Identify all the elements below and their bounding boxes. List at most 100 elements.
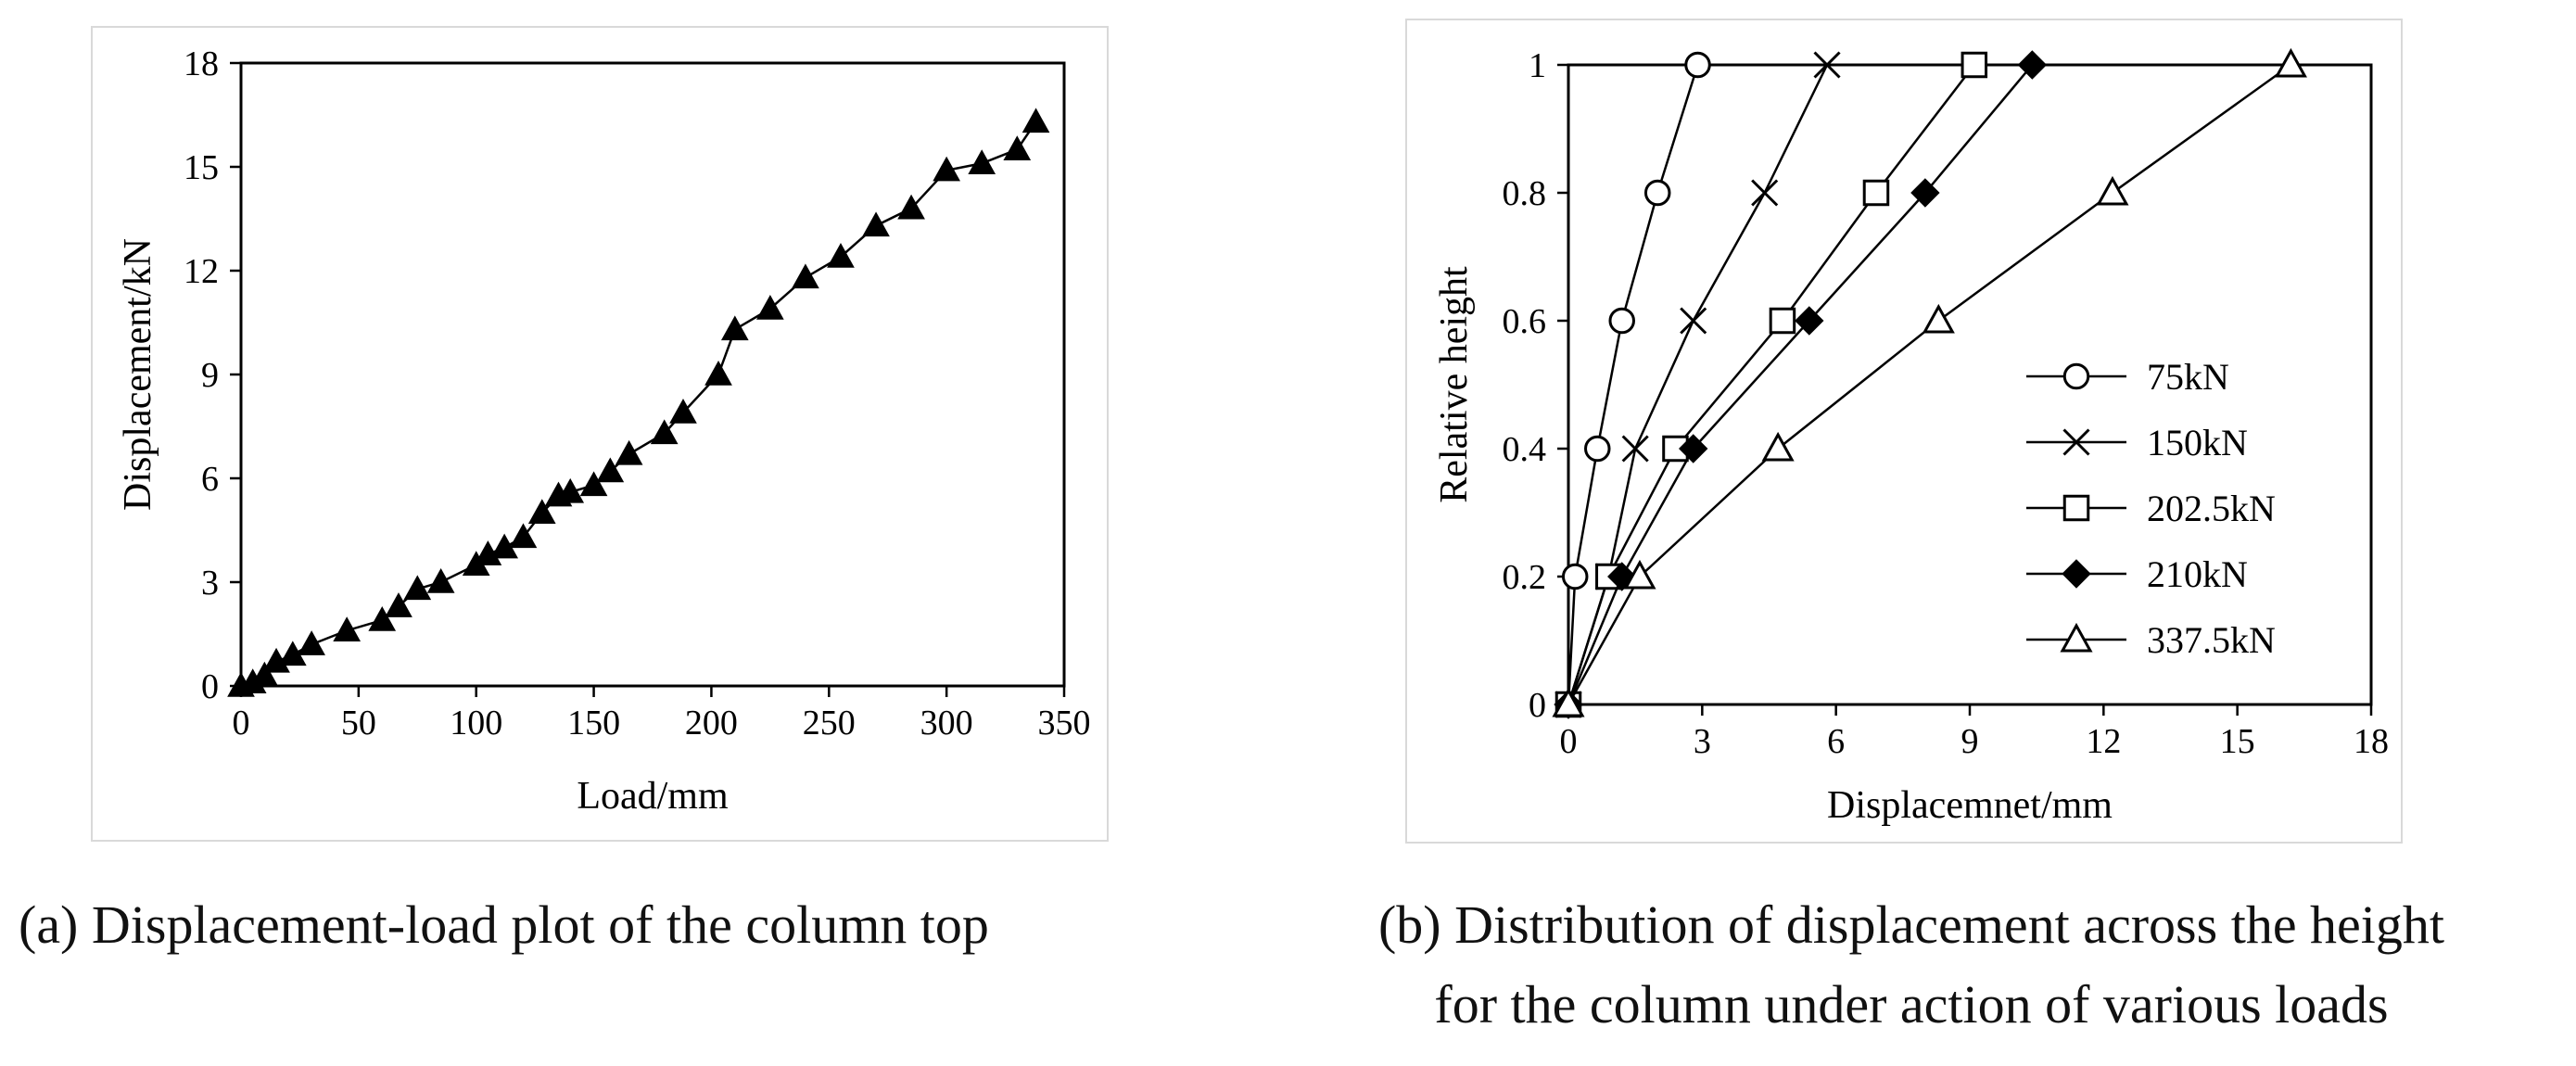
series-line bbox=[1567, 64, 1699, 705]
y-axis-label: Displacement/kN bbox=[117, 238, 159, 511]
chart-b-svg: 0 3 6 9 12 15 18 0 0.2 0.4 0.6 0.8 1 Displacemnet/mm R… bbox=[1433, 46, 2389, 827]
data-point bbox=[1643, 179, 1671, 207]
data-point bbox=[862, 211, 890, 237]
data-point bbox=[1769, 307, 1796, 335]
x-tick-label: 300 bbox=[920, 704, 973, 742]
data-point bbox=[968, 149, 996, 174]
series-line bbox=[1567, 64, 1829, 705]
x-tick-label: 15 bbox=[2220, 722, 2255, 761]
plot-frame bbox=[1567, 63, 2373, 706]
data-point bbox=[1584, 435, 1611, 463]
data-point bbox=[1679, 434, 1708, 463]
data-point bbox=[1761, 431, 1795, 462]
x-tick-label: 9 bbox=[1961, 722, 1979, 761]
data-point bbox=[509, 523, 538, 549]
legend-marker bbox=[2062, 428, 2090, 456]
legend-marker bbox=[2060, 622, 2093, 653]
y-tick-label: 0.6 bbox=[1503, 302, 1547, 341]
data-point bbox=[2274, 47, 2307, 78]
series-line bbox=[1567, 64, 2034, 705]
series-line bbox=[1567, 64, 1975, 705]
data-point bbox=[403, 575, 432, 601]
data-point bbox=[720, 315, 749, 341]
data-point bbox=[333, 616, 362, 641]
y-tick-label: 0 bbox=[1529, 686, 1546, 725]
x-axis-label: Load/mm bbox=[577, 775, 729, 818]
legend-label: 210kN bbox=[2147, 553, 2248, 595]
x-tick-label: 100 bbox=[450, 704, 502, 742]
legend-marker bbox=[2062, 362, 2090, 390]
y-tick-label: 12 bbox=[184, 252, 219, 291]
x-axis-label: Displacemnet/mm bbox=[1827, 784, 2113, 827]
legend-marker bbox=[2062, 494, 2090, 522]
y-tick-label: 15 bbox=[184, 148, 219, 187]
data-point bbox=[933, 156, 960, 182]
data-point bbox=[897, 194, 925, 220]
data-point bbox=[579, 471, 608, 497]
x-tick-label: 0 bbox=[233, 704, 250, 742]
series-0 bbox=[227, 108, 1050, 697]
data-point bbox=[650, 419, 679, 445]
series-202-5kn bbox=[1554, 51, 1988, 718]
legend-label: 337.5kN bbox=[2147, 619, 2276, 661]
series-210kn bbox=[1554, 50, 2048, 719]
data-point bbox=[1751, 179, 1779, 207]
data-point bbox=[1961, 51, 1988, 79]
y-tick-label: 6 bbox=[201, 460, 219, 499]
series-75kn bbox=[1554, 51, 1711, 718]
data-point bbox=[1623, 559, 1656, 590]
x-tick-label: 3 bbox=[1694, 722, 1711, 761]
x-tick-label: 18 bbox=[2354, 722, 2389, 761]
caption-b-line1: (b) Distribution of displacement across … bbox=[1377, 895, 2445, 955]
legend-marker bbox=[2062, 559, 2091, 589]
data-point bbox=[250, 661, 279, 687]
y-tick-label: 1 bbox=[1529, 46, 1546, 85]
x-tick-label: 250 bbox=[803, 704, 856, 742]
chart-a-svg: 0 50 100 150 200 250 300 350 0 3 6 9 12 15 18 Load/mm Di… bbox=[117, 44, 1091, 818]
data-point bbox=[556, 477, 585, 503]
legend-label: 150kN bbox=[2147, 422, 2248, 463]
data-point bbox=[669, 399, 697, 424]
y-tick-label: 0.8 bbox=[1503, 174, 1547, 213]
data-point bbox=[1680, 307, 1707, 335]
series-337-5kn bbox=[1552, 47, 2307, 717]
plot-frame bbox=[239, 61, 1066, 688]
data-point bbox=[368, 606, 397, 631]
chart-panel-a: 0 50 100 150 200 250 300 350 0 3 6 9 12 15 18 Load/mm Di… bbox=[91, 26, 1109, 842]
data-point bbox=[1621, 435, 1649, 463]
data-point bbox=[298, 630, 325, 655]
chart-panel-b: 0 3 6 9 12 15 18 0 0.2 0.4 0.6 0.8 1 Displacemnet/mm R… bbox=[1405, 19, 2403, 844]
data-point bbox=[792, 263, 819, 289]
data-point bbox=[385, 592, 412, 617]
series-150kn bbox=[1554, 51, 1841, 718]
y-tick-label: 0.4 bbox=[1503, 430, 1547, 469]
data-point bbox=[1561, 563, 1589, 590]
y-tick-label: 3 bbox=[201, 564, 219, 603]
data-point bbox=[426, 567, 455, 593]
y-axis-label: Relative height bbox=[1433, 266, 1476, 503]
data-point bbox=[1022, 108, 1050, 133]
series-line bbox=[1567, 63, 2292, 705]
data-point bbox=[1608, 307, 1635, 335]
data-point bbox=[1910, 178, 1940, 208]
x-tick-label: 150 bbox=[567, 704, 620, 742]
data-point bbox=[1922, 303, 1955, 334]
data-point bbox=[1862, 179, 1890, 207]
data-point bbox=[2096, 175, 2129, 206]
x-tick-label: 6 bbox=[1827, 722, 1845, 761]
x-tick-label: 350 bbox=[1038, 704, 1091, 742]
data-point bbox=[596, 457, 625, 483]
y-tick-label: 18 bbox=[184, 44, 219, 83]
data-point bbox=[756, 295, 784, 320]
data-point bbox=[1813, 51, 1841, 79]
legend-label: 202.5kN bbox=[2147, 488, 2276, 529]
data-point bbox=[615, 439, 643, 465]
data-point bbox=[1684, 51, 1711, 79]
data-point bbox=[1795, 306, 1824, 336]
data-point bbox=[827, 243, 855, 268]
y-tick-label: 9 bbox=[201, 356, 219, 395]
data-point bbox=[2017, 50, 2048, 80]
x-tick-label: 200 bbox=[685, 704, 738, 742]
caption-a: (a) Displacement-load plot of the column… bbox=[19, 895, 989, 955]
y-tick-label: 0 bbox=[201, 667, 219, 706]
